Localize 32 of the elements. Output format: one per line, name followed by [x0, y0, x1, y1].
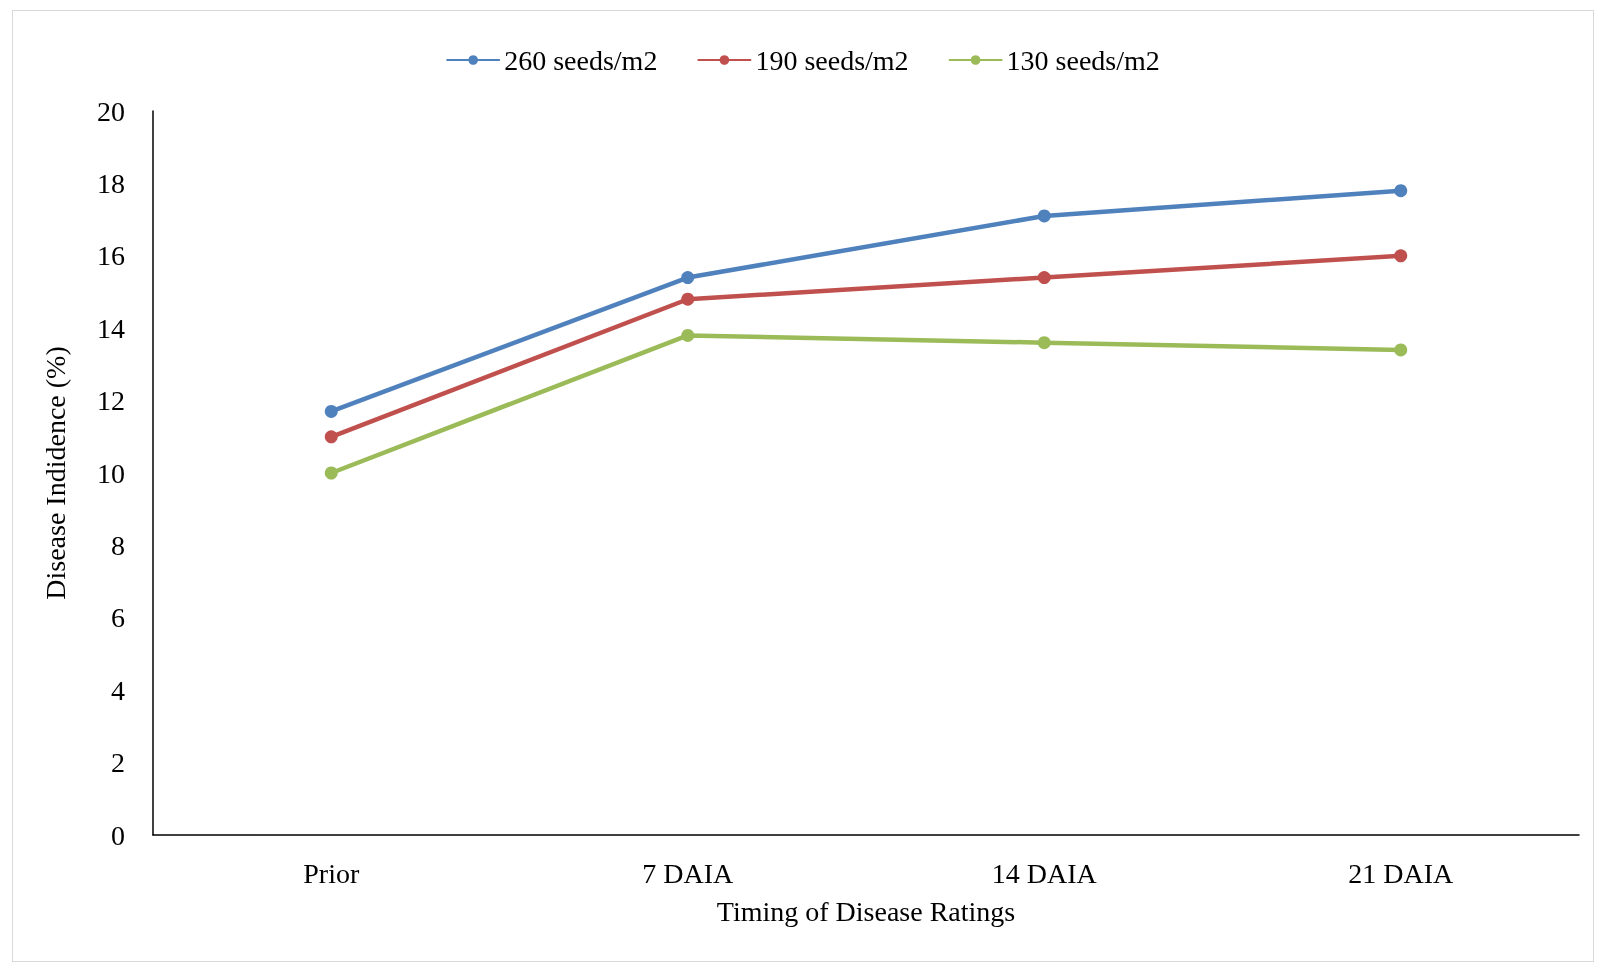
point	[1037, 336, 1051, 350]
point	[1394, 249, 1408, 263]
legend-label: 190 seeds/m2	[755, 44, 909, 76]
point	[1037, 271, 1051, 285]
x-tick-label: Prior	[303, 857, 360, 889]
x-tick-label: 14 DAIA	[991, 857, 1098, 889]
point	[324, 430, 338, 444]
point	[681, 292, 695, 306]
y-tick-label: 8	[111, 529, 125, 561]
point	[1394, 184, 1408, 198]
y-tick-label: 4	[111, 674, 125, 706]
x-axis-title: Timing of Disease Ratings	[716, 895, 1016, 927]
y-tick-label: 12	[97, 385, 125, 417]
y-tick-label: 20	[97, 95, 125, 127]
point	[1037, 209, 1051, 223]
x-tick-label: 21 DAIA	[1348, 857, 1455, 889]
y-tick-label: 6	[111, 602, 125, 634]
y-tick-label: 18	[97, 167, 125, 199]
y-tick-label: 0	[111, 819, 125, 851]
point	[681, 328, 695, 342]
y-axis-title: Disease Indidence (%)	[39, 346, 71, 600]
legend-label: 260 seeds/m2	[504, 44, 658, 76]
point	[324, 466, 338, 480]
y-tick-label: 10	[97, 457, 125, 489]
y-tick-label: 2	[111, 747, 125, 779]
y-tick-label: 14	[97, 312, 125, 344]
y-tick-label: 16	[97, 240, 125, 272]
legend-label: 130 seeds/m2	[1006, 44, 1160, 76]
x-tick-label: 7 DAIA	[642, 857, 735, 889]
point	[324, 404, 338, 418]
point	[681, 271, 695, 285]
point	[1394, 343, 1408, 357]
